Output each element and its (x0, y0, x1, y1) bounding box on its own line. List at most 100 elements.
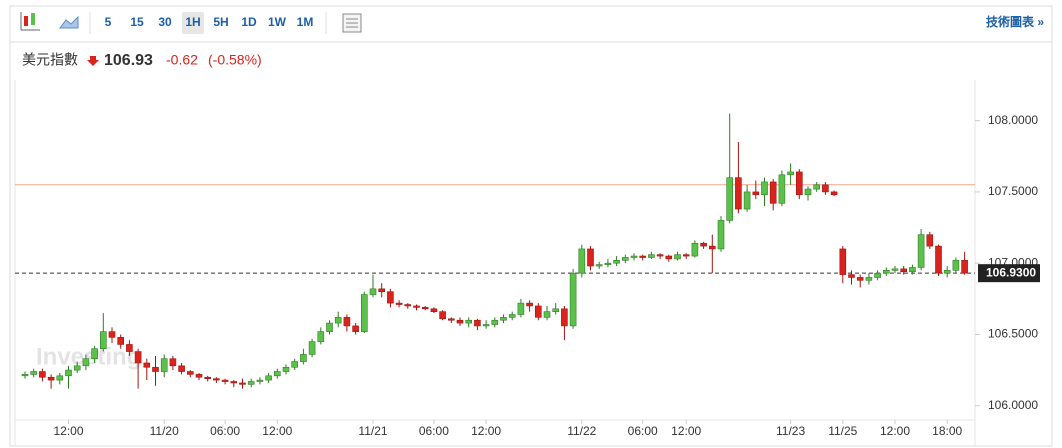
candle-body (65, 369, 72, 377)
candle-body (126, 344, 133, 352)
candle-body (961, 260, 968, 274)
candle-body (352, 325, 359, 332)
x-tick-label: 11/23 (776, 424, 805, 438)
interval-button[interactable]: 30 (158, 15, 172, 29)
candle-body (195, 374, 203, 378)
candle-body (674, 254, 681, 260)
candle-body (708, 245, 716, 250)
candle-body (726, 177, 734, 221)
candle-body (648, 254, 655, 258)
candle-body (187, 371, 194, 375)
candle-body (213, 378, 220, 381)
candle-body (30, 371, 38, 375)
candle-body (604, 262, 612, 265)
candle-body (587, 248, 594, 267)
candle-body (665, 255, 673, 260)
candle-body (221, 379, 229, 382)
candle-body (430, 308, 438, 312)
x-tick-label: 11/22 (567, 424, 596, 438)
candle-body (265, 375, 272, 381)
candle-body (561, 308, 568, 327)
candle-body (204, 376, 211, 379)
candle-body (787, 171, 794, 176)
candle-body (169, 358, 177, 367)
y-tick-label: 106.0000 (988, 398, 1038, 412)
candle-body (569, 272, 577, 327)
candle-body (100, 331, 107, 350)
technical-chart-link[interactable]: 技術圖表 » (986, 14, 1044, 29)
candle-body (752, 191, 760, 196)
candle-body (273, 371, 281, 377)
candle-body (830, 191, 838, 196)
candle-body (108, 331, 116, 338)
x-tick-label: 06:00 (628, 424, 658, 438)
candle-body (822, 184, 829, 193)
interval-button[interactable]: 1H (185, 15, 200, 29)
candle-body (326, 322, 333, 332)
down-arrow (87, 56, 99, 66)
watermark: Investing (36, 343, 141, 370)
candle-body (334, 317, 342, 324)
candle-body (952, 260, 960, 271)
interval-button[interactable]: 5 (105, 15, 112, 29)
candle-body (526, 302, 533, 307)
candle-body (769, 181, 777, 204)
candle-body (909, 267, 916, 273)
y-tick-label: 108.0000 (988, 113, 1038, 127)
chart-type-icon[interactable] (342, 13, 362, 33)
candle-body (456, 319, 464, 324)
candle-body (865, 277, 873, 281)
x-tick-label: 12:00 (671, 424, 701, 438)
interval-button[interactable]: 15 (130, 15, 144, 29)
candle-body (848, 274, 855, 278)
candle-body (691, 242, 699, 257)
candle-body (413, 305, 420, 308)
candle-body (395, 302, 403, 305)
candle-body (856, 277, 864, 281)
candle-body (143, 362, 151, 368)
quote-change-pct: (-0.58%) (208, 52, 262, 68)
y-tick-label: 107.5000 (988, 184, 1038, 198)
candle-body (47, 376, 55, 381)
candle-body (474, 319, 481, 327)
x-tick-label: 11/21 (358, 424, 387, 438)
active-interval-bg (182, 12, 204, 34)
candle-body (639, 255, 647, 258)
candle-body (369, 288, 377, 295)
interval-button[interactable]: 1D (241, 15, 257, 29)
x-tick-label: 12:00 (471, 424, 501, 438)
y-tick-label: 106.5000 (988, 327, 1038, 341)
candle-body (874, 272, 881, 278)
candle-body (256, 379, 264, 382)
candle-body (534, 305, 542, 318)
quote-change: -0.62 (166, 52, 198, 68)
candle-body (91, 348, 98, 360)
quote-name: 美元指數 (22, 52, 78, 68)
candle-body (300, 354, 307, 362)
candle-body (761, 181, 768, 196)
candle-body (508, 314, 516, 318)
area-icon[interactable] (59, 15, 79, 29)
candle-body (39, 371, 46, 378)
x-tick-label: 12:00 (262, 424, 292, 438)
candle-body (421, 307, 429, 310)
candle-body (882, 270, 890, 274)
candle-body (700, 242, 707, 247)
x-tick-label: 11/20 (150, 424, 179, 438)
candle-body (813, 184, 821, 190)
interval-button[interactable]: 1M (297, 15, 314, 29)
candle-icon[interactable] (20, 12, 40, 31)
quote-price: 106.93 (104, 52, 153, 69)
candle-body (308, 341, 316, 355)
candle-body (82, 358, 90, 367)
candle-body (291, 361, 299, 368)
interval-button[interactable]: 1W (268, 15, 287, 29)
interval-button[interactable]: 5H (213, 15, 228, 29)
frame (9, 5, 1053, 447)
candle-body (387, 291, 394, 304)
candle-body (491, 319, 499, 325)
candle-body (926, 234, 934, 247)
candle-body (465, 319, 473, 324)
candle-body (943, 270, 951, 274)
